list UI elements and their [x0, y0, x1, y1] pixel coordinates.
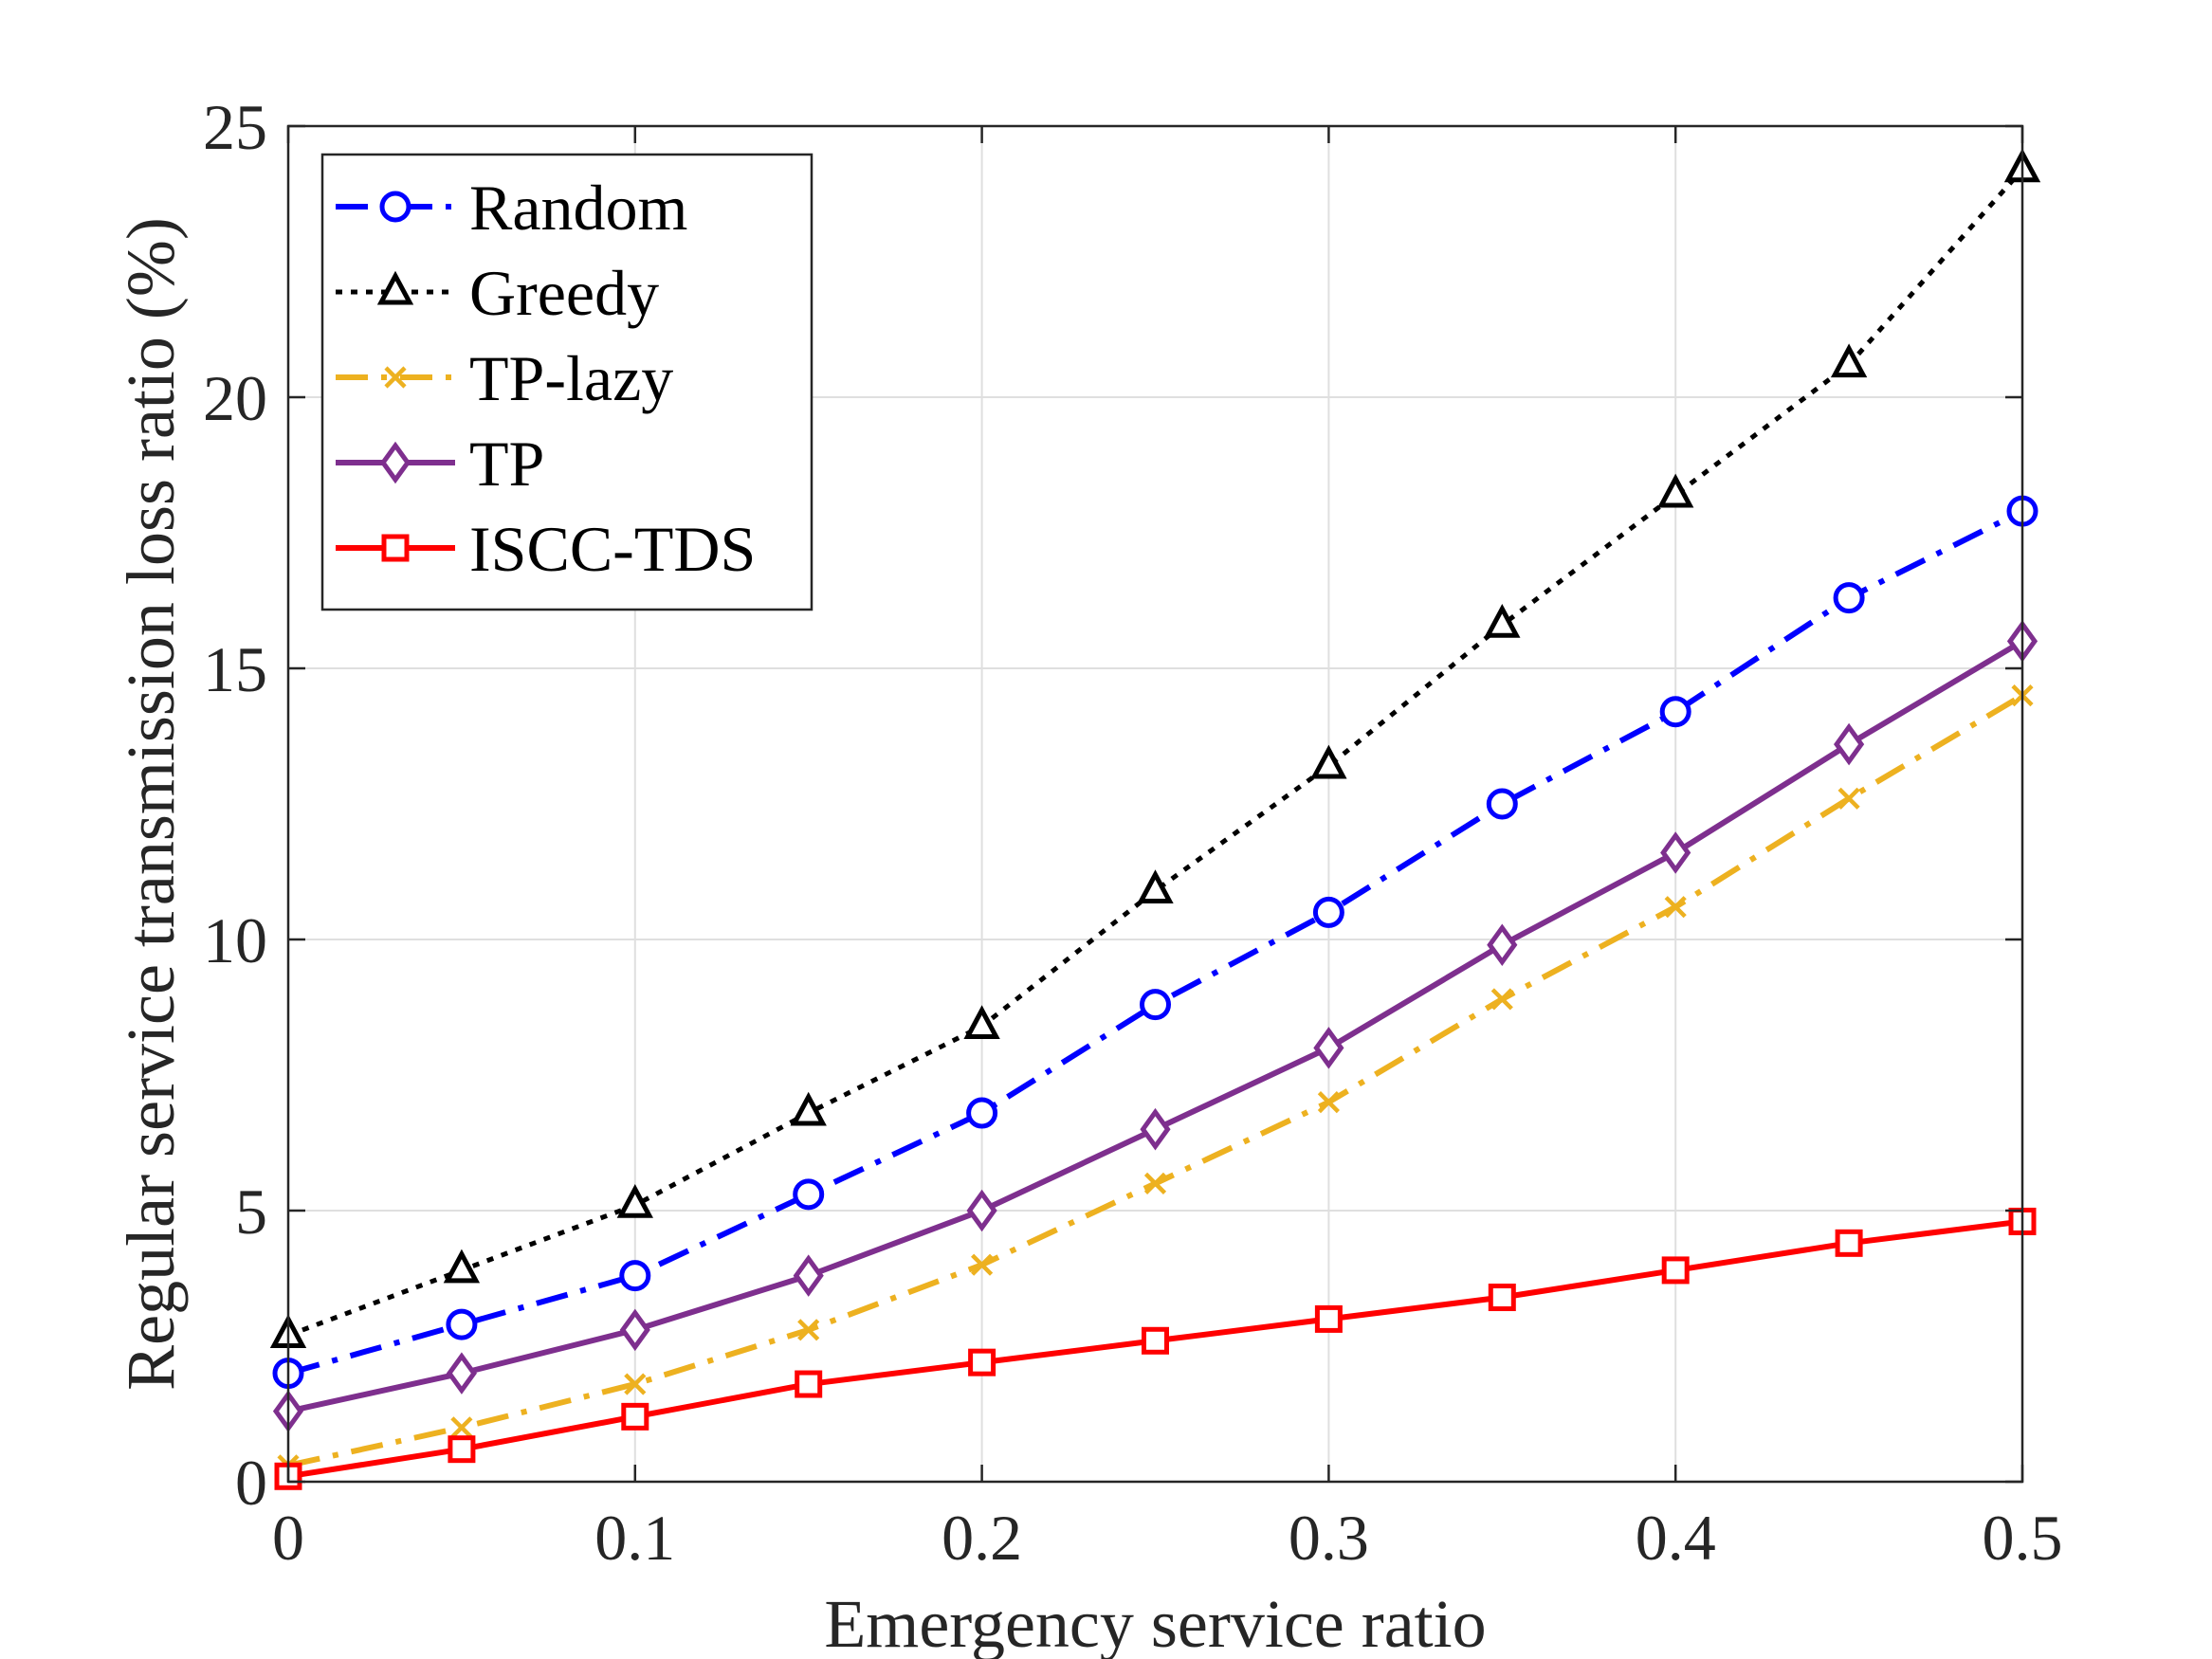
data-point-square: [1661, 1256, 1690, 1285]
data-point-diamond: [1834, 722, 1865, 766]
x-tick-label: 0.4: [1636, 1502, 1716, 1574]
data-point-triangle: [1657, 473, 1694, 508]
data-point-x: [971, 1253, 994, 1276]
data-point-x: [1664, 896, 1687, 919]
data-point-x: [1317, 1091, 1340, 1114]
data-point-diamond: [966, 1189, 997, 1232]
legend-label: TP: [469, 428, 544, 500]
legend-item: ISCC-TDS: [336, 513, 756, 585]
y-tick-label: 5: [235, 1176, 267, 1248]
data-point-diamond: [619, 1308, 650, 1352]
x-tick-label: 0.5: [1983, 1502, 2063, 1574]
data-point-triangle: [790, 1091, 827, 1126]
data-point-circle: [1140, 989, 1171, 1021]
data-point-circle: [446, 1308, 478, 1340]
x-tick-label: 0: [272, 1502, 304, 1574]
y-axis-title: Regular service transmission loss ratio …: [113, 217, 189, 1391]
legend-label: TP-lazy: [469, 342, 673, 414]
x-axis-title: Emergency service ratio: [824, 1586, 1486, 1659]
data-point-square: [448, 1435, 476, 1464]
data-point-x: [1490, 988, 1513, 1011]
data-point-diamond: [1313, 1027, 1344, 1069]
data-point-x: [1143, 1172, 1167, 1194]
axis-ticks: 0 0.1 0.2 0.3 0.4 0.5 0 5 10 15 20 25: [203, 91, 2063, 1574]
legend-item: Greedy: [336, 257, 659, 329]
y-tick-label: 10: [203, 904, 267, 976]
data-point-triangle: [963, 1005, 1000, 1040]
legend-swatch-marker: [376, 270, 414, 305]
data-point-triangle: [1137, 869, 1174, 904]
plot-frame: [286, 124, 2024, 1484]
data-point-square: [968, 1348, 996, 1376]
y-tick-label: 20: [203, 362, 267, 434]
data-point-diamond: [1140, 1107, 1171, 1151]
data-point-square: [795, 1370, 823, 1398]
data-point-triangle: [1484, 603, 1521, 638]
legend-swatch-marker: [381, 534, 410, 562]
legend: Random Greedy TP-lazy TP ISCC-TDS: [320, 153, 814, 611]
data-point-triangle: [1310, 744, 1347, 779]
data-point-square: [1835, 1229, 1863, 1257]
legend-item: TP-lazy: [336, 342, 673, 414]
data-point-diamond: [446, 1352, 477, 1395]
x-tick-label: 0.2: [941, 1502, 1022, 1574]
data-point-circle: [1833, 582, 1865, 614]
data-point-circle: [966, 1097, 998, 1129]
y-tick-label: 15: [203, 633, 267, 705]
series-iscc-tds: [274, 1207, 2037, 1490]
data-point-circle: [1659, 696, 1691, 728]
legend-swatch-marker: [379, 191, 411, 223]
data-point-square: [1488, 1284, 1516, 1312]
data-point-diamond: [793, 1254, 824, 1297]
series-tp-lazy: [277, 684, 2034, 1477]
series-line: [287, 168, 2024, 1338]
legend-item: TP: [336, 428, 544, 500]
legend-swatch-marker: [379, 441, 411, 484]
data-point-triangle: [1830, 343, 1868, 378]
legend-label: ISCC-TDS: [469, 513, 756, 585]
legend-label: Random: [469, 172, 687, 244]
data-point-x: [1837, 787, 1860, 810]
legend-item: Random: [336, 172, 687, 244]
legend-swatch-marker: [384, 366, 407, 389]
y-tick-label: 0: [235, 1447, 267, 1519]
data-point-x: [450, 1416, 473, 1439]
data-point-circle: [1312, 896, 1344, 928]
series-line: [287, 508, 2024, 1376]
y-tick-label: 25: [203, 91, 267, 163]
legend-box: [320, 153, 814, 611]
data-point-x: [624, 1373, 647, 1395]
data-point-square: [1314, 1304, 1343, 1333]
data-point-square: [621, 1402, 649, 1431]
x-tick-label: 0.1: [594, 1502, 675, 1574]
data-point-circle: [793, 1178, 825, 1211]
series-line: [287, 638, 2024, 1414]
data-point-diamond: [1487, 923, 1518, 966]
data-point-triangle: [616, 1183, 653, 1218]
data-point-diamond: [1660, 831, 1691, 874]
x-tick-label: 0.3: [1289, 1502, 1369, 1574]
data-point-square: [1142, 1326, 1169, 1355]
series-tp: [272, 620, 2038, 1432]
data-point-circle: [1486, 788, 1518, 820]
data-point-x: [797, 1319, 820, 1341]
legend-label: Greedy: [469, 257, 659, 329]
data-point-triangle: [443, 1249, 481, 1284]
data-point-circle: [619, 1260, 651, 1292]
